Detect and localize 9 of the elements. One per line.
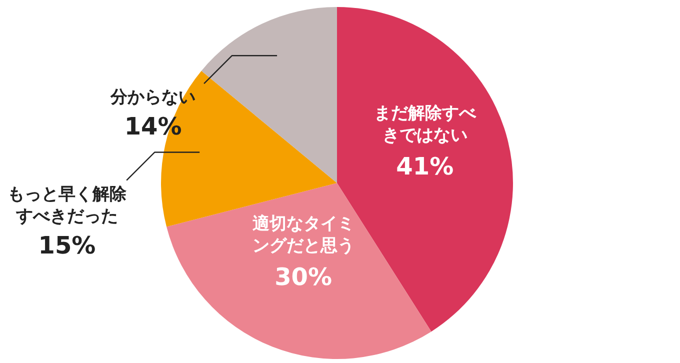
data-label: 41% — [396, 152, 454, 180]
slice-label: まだ解除すべきではない — [374, 103, 477, 146]
data-label: 30% — [274, 263, 332, 292]
slice-label: 適切なタイミングだと思う — [252, 214, 354, 256]
pie-slice — [201, 7, 337, 183]
pie-slice — [337, 7, 513, 332]
slice-label: もっと早く解除すべきだった — [8, 184, 128, 226]
data-label: 15% — [38, 231, 96, 260]
pie-slice — [166, 183, 432, 359]
